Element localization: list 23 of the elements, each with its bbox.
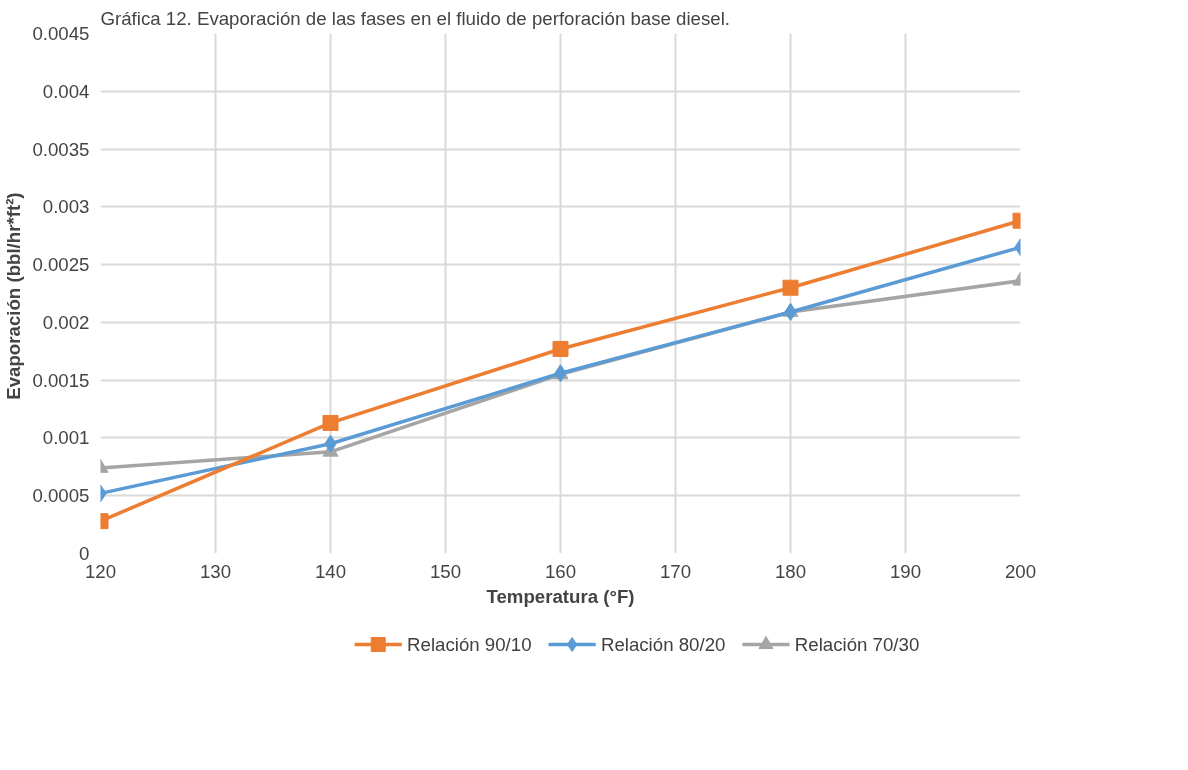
x-tick-label: 140 [314, 560, 347, 582]
y-tick-label: 0.0005 [32, 485, 90, 507]
y-tick-label: 0.0025 [32, 254, 90, 276]
y-tick-label: 0.002 [42, 311, 90, 333]
x-tick-label: 160 [544, 560, 577, 582]
x-tick-label: 180 [774, 560, 807, 582]
x-axis-title: Temperatura (°F) [486, 585, 635, 607]
legend-label: Relación 80/20 [600, 634, 726, 655]
x-tick-label: 170 [659, 560, 692, 582]
x-tick-label: 150 [429, 560, 462, 582]
x-tick-label: 190 [889, 560, 922, 582]
legend-label: Relación 90/10 [407, 634, 532, 655]
y-axis-title: Evaporación (bbl/hr*ft²) [3, 192, 25, 400]
y-tick-label: 0.0015 [32, 369, 90, 391]
y-tick-label: 0.003 [42, 196, 90, 218]
chart-title: Gráfica 12. Evaporación de las fases en el fluido de perforación base diesel. [100, 7, 731, 29]
x-tick-label: 130 [199, 560, 232, 582]
y-tick-label: 0.001 [42, 427, 90, 449]
y-tick-label: 0.0045 [32, 23, 90, 44]
legend-label: Relación 70/30 [794, 634, 920, 655]
x-tick-label: 200 [1004, 560, 1037, 582]
y-tick-label: 0.004 [42, 80, 90, 102]
y-tick-label: 0.0035 [32, 138, 90, 160]
